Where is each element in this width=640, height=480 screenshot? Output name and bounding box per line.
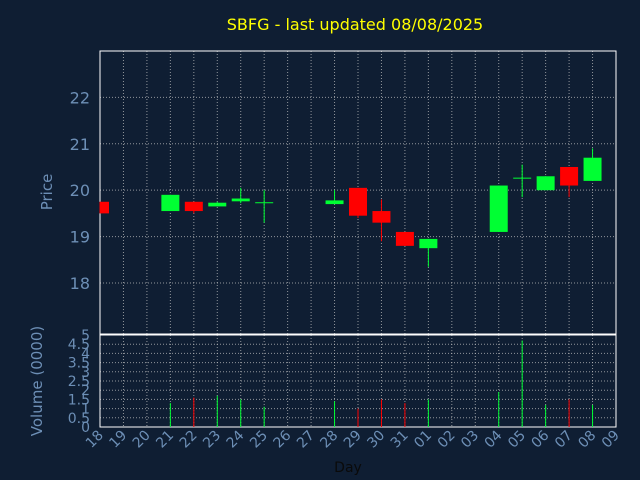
candle-body xyxy=(349,187,367,216)
x-axis: 18 19 20 21 22 23 24 25 26 27 28 29 30 31 01 02 03 04 05 06… xyxy=(83,427,623,451)
candle-30 xyxy=(372,199,391,242)
candle-21 xyxy=(161,194,180,212)
candle-28 xyxy=(325,190,344,205)
candle-body xyxy=(161,194,180,212)
x-axis-label: Day xyxy=(334,460,362,476)
candle-07 xyxy=(560,166,579,198)
volume-tick-label: 1.5 xyxy=(68,392,90,408)
candle-body xyxy=(419,238,438,249)
price-tick-label: 19 xyxy=(70,228,90,247)
volume-tick-label: 2.5 xyxy=(68,374,90,390)
volume-tick-label: 4 xyxy=(81,346,90,362)
candle-body xyxy=(372,211,391,223)
price-tick-label: 22 xyxy=(70,88,90,107)
candle-body xyxy=(231,198,250,202)
candle-23 xyxy=(208,201,227,207)
candle-body xyxy=(208,202,227,207)
candles xyxy=(99,148,602,267)
volume-tick-label: 0 xyxy=(81,420,90,436)
candle-body xyxy=(513,177,532,179)
volume-y-axis: 00.511.522.533.544.55 xyxy=(68,328,90,436)
candle-body xyxy=(255,202,274,204)
price-tick-label: 21 xyxy=(70,135,90,154)
candle-08 xyxy=(583,148,602,181)
volume-bars xyxy=(169,340,594,427)
price-axis-label: Price xyxy=(38,174,56,211)
candle-body xyxy=(184,201,203,212)
candle-body xyxy=(325,200,344,205)
candle-18 xyxy=(99,201,109,214)
volume-tick-label: 3 xyxy=(81,365,90,381)
volume-tick-label: 1 xyxy=(81,402,90,418)
price-y-axis: 18 19 20 21 22 xyxy=(70,88,90,293)
candle-body xyxy=(583,157,602,181)
candle-05 xyxy=(513,164,532,198)
candle-body xyxy=(100,201,109,214)
volume-tick-label: 5 xyxy=(81,328,90,344)
candle-22 xyxy=(184,201,203,214)
candle-01 xyxy=(419,238,438,267)
candle-body xyxy=(395,231,414,246)
price-tick-label: 20 xyxy=(70,181,90,200)
volume-axis-label: Volume (0000) xyxy=(28,326,46,436)
price-panel-frame xyxy=(99,50,617,335)
chart-title: SBFG - last updated 08/08/2025 xyxy=(227,15,483,34)
volume-tick-label: 4.5 xyxy=(68,337,90,353)
volume-tick-label: 2 xyxy=(81,383,90,399)
candle-31 xyxy=(395,231,414,246)
candle-06 xyxy=(536,176,555,191)
candle-body xyxy=(536,176,555,191)
price-tick-label: 18 xyxy=(70,274,90,293)
volume-tick-label: 3.5 xyxy=(68,356,90,372)
candle-29 xyxy=(349,187,367,219)
candle-04 xyxy=(489,185,508,232)
candle-body xyxy=(489,185,508,232)
candle-24 xyxy=(231,187,250,204)
candle-body xyxy=(560,166,579,186)
candle-25 xyxy=(255,190,274,223)
volume-tick-label: 0.5 xyxy=(68,411,90,427)
